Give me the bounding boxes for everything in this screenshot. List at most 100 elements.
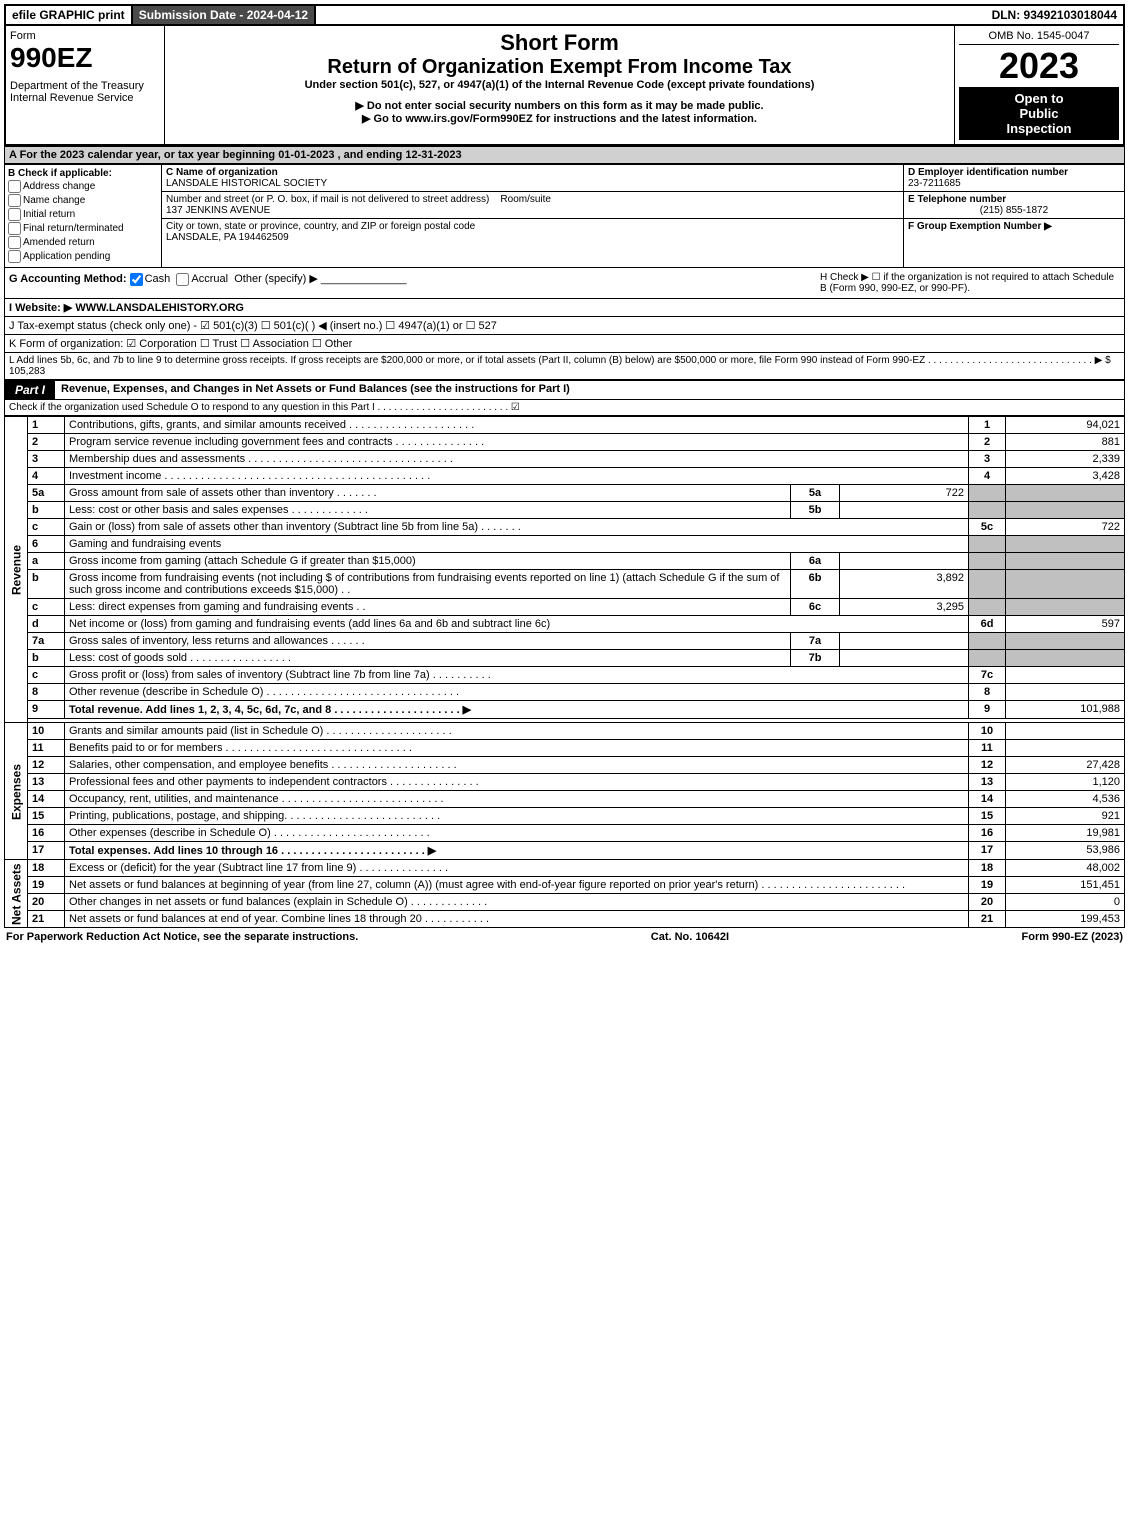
- row-k: K Form of organization: ☑ Corporation ☐ …: [4, 335, 1125, 353]
- l6b-sub: 6b: [791, 570, 840, 599]
- row-l9: 9 Total revenue. Add lines 1, 2, 3, 4, 5…: [5, 701, 1125, 719]
- l2-num: 2: [28, 434, 65, 451]
- chk-amended-return[interactable]: [8, 236, 21, 249]
- netassets-label: Net Assets: [5, 860, 28, 928]
- website-value[interactable]: I Website: ▶ WWW.LANSDALEHISTORY.ORG: [9, 302, 244, 314]
- l5b-desc: Less: cost or other basis and sales expe…: [65, 502, 791, 519]
- row-l5a: 5a Gross amount from sale of assets othe…: [5, 485, 1125, 502]
- form-number: 990EZ: [10, 42, 160, 74]
- lbl-cash: Cash: [145, 273, 171, 285]
- efile-label[interactable]: efile GRAPHIC print: [6, 6, 133, 24]
- row-i: I Website: ▶ WWW.LANSDALEHISTORY.ORG: [4, 299, 1125, 317]
- chk-initial-return[interactable]: [8, 208, 21, 221]
- l6b-desc: Gross income from fundraising events (no…: [65, 570, 791, 599]
- l7a-shade2: [1006, 633, 1125, 650]
- opt-amended-return[interactable]: Amended return: [8, 236, 158, 249]
- city-label: City or town, state or province, country…: [166, 221, 475, 232]
- l15-box: 15: [969, 808, 1006, 825]
- l2-amt: 881: [1006, 434, 1125, 451]
- l3-box: 3: [969, 451, 1006, 468]
- l3-amt: 2,339: [1006, 451, 1125, 468]
- lbl-other: Other (specify) ▶: [234, 273, 318, 285]
- row-l17: 17 Total expenses. Add lines 10 through …: [5, 842, 1125, 860]
- part1-check-row: Check if the organization used Schedule …: [4, 400, 1125, 416]
- l19-box: 19: [969, 877, 1006, 894]
- addr-label: Number and street (or P. O. box, if mail…: [166, 194, 489, 205]
- dln-number: DLN: 93492103018044: [986, 6, 1123, 24]
- revenue-label: Revenue: [5, 417, 28, 723]
- opt-address-change[interactable]: Address change: [8, 180, 158, 193]
- l8-num: 8: [28, 684, 65, 701]
- opt-application-pending[interactable]: Application pending: [8, 250, 158, 263]
- l3-num: 3: [28, 451, 65, 468]
- row-l10: Expenses 10 Grants and similar amounts p…: [5, 723, 1125, 740]
- room-label: Room/suite: [500, 194, 551, 205]
- l5a-num: 5a: [28, 485, 65, 502]
- l11-num: 11: [28, 740, 65, 757]
- chk-address-change[interactable]: [8, 180, 21, 193]
- row-l: L Add lines 5b, 6c, and 7b to line 9 to …: [4, 353, 1125, 380]
- ein-cell: D Employer identification number 23-7211…: [904, 165, 1124, 192]
- box-b: B Check if applicable: Address change Na…: [5, 165, 162, 267]
- dept-treasury: Department of the Treasury: [10, 80, 160, 92]
- opt-name-change[interactable]: Name change: [8, 194, 158, 207]
- form-header: Form 990EZ Department of the Treasury In…: [4, 26, 1125, 146]
- l18-amt: 48,002: [1006, 860, 1125, 877]
- l7c-num: c: [28, 667, 65, 684]
- l20-desc: Other changes in net assets or fund bala…: [65, 894, 969, 911]
- l5c-num: c: [28, 519, 65, 536]
- l21-box: 21: [969, 911, 1006, 928]
- main-title: Return of Organization Exempt From Incom…: [169, 56, 950, 79]
- l19-num: 19: [28, 877, 65, 894]
- l6-num: 6: [28, 536, 65, 553]
- row-l1: Revenue 1 Contributions, gifts, grants, …: [5, 417, 1125, 434]
- city-state-zip: LANSDALE, PA 194462509: [166, 232, 289, 243]
- chk-final-return[interactable]: [8, 222, 21, 235]
- tel-cell: E Telephone number (215) 855-1872: [904, 192, 1124, 219]
- l5a-subamt: 722: [840, 485, 969, 502]
- l7b-num: b: [28, 650, 65, 667]
- l11-box: 11: [969, 740, 1006, 757]
- row-l8: 8 Other revenue (describe in Schedule O)…: [5, 684, 1125, 701]
- l1-num: 1: [28, 417, 65, 434]
- section-a-taxyear: A For the 2023 calendar year, or tax yea…: [4, 146, 1125, 164]
- l6a-num: a: [28, 553, 65, 570]
- row-l4: 4 Investment income . . . . . . . . . . …: [5, 468, 1125, 485]
- row-l6: 6 Gaming and fundraising events: [5, 536, 1125, 553]
- l17-desc: Total expenses. Add lines 10 through 16 …: [65, 842, 969, 860]
- lbl-accrual: Accrual: [191, 273, 228, 285]
- opt-initial-return[interactable]: Initial return: [8, 208, 158, 221]
- l5a-shade1: [969, 485, 1006, 502]
- irs-label: Internal Revenue Service: [10, 92, 160, 104]
- l18-num: 18: [28, 860, 65, 877]
- l6a-shade2: [1006, 553, 1125, 570]
- part1-header: Part I Revenue, Expenses, and Changes in…: [4, 380, 1125, 400]
- l16-num: 16: [28, 825, 65, 842]
- row-l19: 19 Net assets or fund balances at beginn…: [5, 877, 1125, 894]
- chk-cash[interactable]: [130, 273, 143, 286]
- l14-num: 14: [28, 791, 65, 808]
- l2-box: 2: [969, 434, 1006, 451]
- org-name-label: C Name of organization: [166, 167, 278, 178]
- l5c-box: 5c: [969, 519, 1006, 536]
- l6d-desc: Net income or (loss) from gaming and fun…: [65, 616, 969, 633]
- l8-amt: [1006, 684, 1125, 701]
- open-public-box: Open to Public Inspection: [959, 87, 1119, 140]
- chk-accrual[interactable]: [176, 273, 189, 286]
- ein-label: D Employer identification number: [908, 167, 1068, 178]
- l11-amt: [1006, 740, 1125, 757]
- l6d-amt: 597: [1006, 616, 1125, 633]
- l7b-sub: 7b: [791, 650, 840, 667]
- chk-application-pending[interactable]: [8, 250, 21, 263]
- row-l13: 13 Professional fees and other payments …: [5, 774, 1125, 791]
- chk-name-change[interactable]: [8, 194, 21, 207]
- l9-amt: 101,988: [1006, 701, 1125, 719]
- l6a-subamt: [840, 553, 969, 570]
- expenses-label: Expenses: [5, 723, 28, 860]
- l6c-shade1: [969, 599, 1006, 616]
- open-line3: Inspection: [963, 121, 1115, 136]
- l2-desc: Program service revenue including govern…: [65, 434, 969, 451]
- l17-amt: 53,986: [1006, 842, 1125, 860]
- opt-final-return[interactable]: Final return/terminated: [8, 222, 158, 235]
- lbl-amended-return: Amended return: [23, 237, 95, 248]
